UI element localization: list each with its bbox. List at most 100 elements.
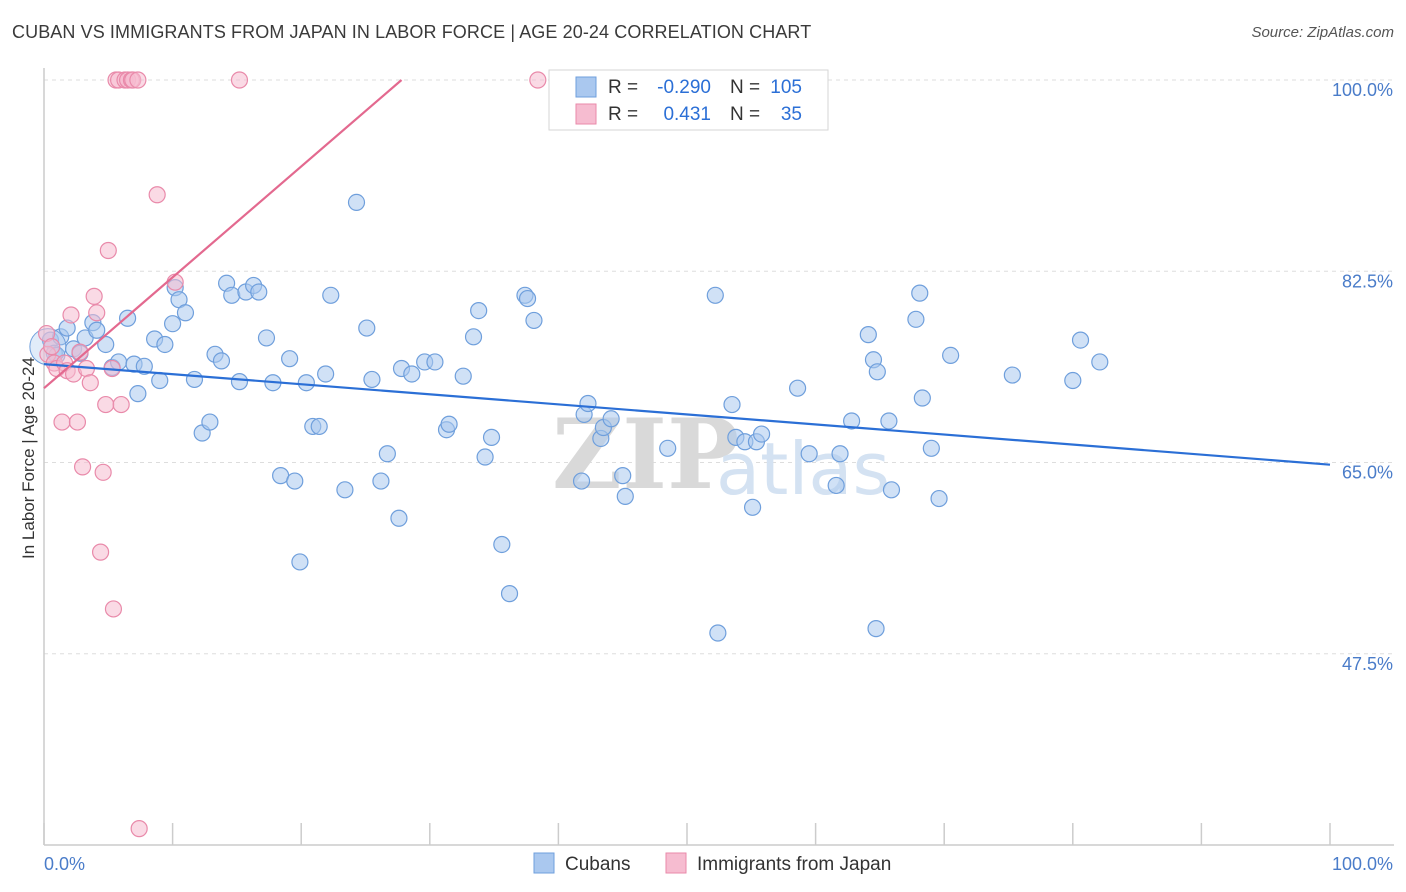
legend-n-value-1: 105 <box>770 77 802 98</box>
point-japan-17 <box>91 543 110 561</box>
y-tick-label-3: 47.5% <box>1342 654 1393 674</box>
point-cubans-43 <box>310 417 328 436</box>
point-cubans-87 <box>800 445 818 463</box>
point-japan-31 <box>130 820 148 838</box>
bottom-legend-label-cubans: Cubans <box>565 854 631 875</box>
point-cubans-62 <box>476 448 494 466</box>
point-cubans-50 <box>372 472 390 490</box>
point-cubans-54 <box>403 365 421 383</box>
point-japan-25 <box>112 395 130 414</box>
point-cubans-26 <box>201 413 219 431</box>
point-cubans-106 <box>1091 353 1109 371</box>
point-japan-11 <box>71 343 89 361</box>
legend-r-value-1: -0.290 <box>657 77 711 98</box>
trendline-cubans <box>43 363 1331 466</box>
legend-r-label-1: R = <box>608 77 638 98</box>
point-cubans-76 <box>616 487 634 505</box>
point-cubans-88 <box>827 476 845 495</box>
x-axis-ticks <box>43 823 1331 845</box>
point-cubans-90 <box>843 412 861 430</box>
y-tick-labels: 100.0% 82.5% 65.0% 47.5% <box>1332 80 1393 674</box>
point-cubans-103 <box>1003 366 1021 384</box>
point-cubans-102 <box>942 346 960 364</box>
point-cubans-77 <box>659 439 677 457</box>
point-japan-10 <box>68 413 87 431</box>
point-cubans-59 <box>454 367 472 385</box>
point-cubans-105 <box>1071 331 1090 349</box>
y-tick-label-0: 100.0% <box>1332 80 1393 100</box>
y-tick-label-2: 65.0% <box>1342 463 1393 483</box>
point-cubans-63 <box>482 428 501 446</box>
bottom-legend-swatch-cubans <box>533 852 555 874</box>
point-cubans-99 <box>913 389 931 407</box>
point-cubans-13 <box>118 309 137 327</box>
point-cubans-30 <box>223 286 241 304</box>
point-cubans-104 <box>1064 371 1082 390</box>
point-japan-35 <box>529 71 547 89</box>
point-japan-19 <box>97 395 115 414</box>
point-japan-22 <box>104 600 123 618</box>
point-cubans-15 <box>129 385 147 403</box>
point-cubans-34 <box>250 283 268 301</box>
point-cubans-97 <box>907 310 925 328</box>
point-japan-2 <box>43 338 61 356</box>
point-cubans-60 <box>464 328 483 346</box>
point-cubans-86 <box>788 379 807 397</box>
point-cubans-95 <box>880 412 898 430</box>
legend-r-label-2: R = <box>608 104 638 125</box>
point-cubans-83 <box>743 498 762 516</box>
point-cubans-79 <box>709 624 727 642</box>
point-cubans-93 <box>868 363 886 381</box>
point-cubans-96 <box>882 481 901 499</box>
point-cubans-46 <box>336 481 354 499</box>
point-cubans-89 <box>831 445 849 463</box>
x-tick-label-min: 0.0% <box>44 854 85 874</box>
point-cubans-56 <box>426 353 444 371</box>
point-cubans-65 <box>500 585 519 603</box>
point-cubans-47 <box>347 193 366 211</box>
point-cubans-91 <box>859 326 877 344</box>
legend-n-value-2: 35 <box>781 104 802 125</box>
point-japan-30 <box>129 71 147 89</box>
point-cubans-61 <box>470 301 488 320</box>
y-axis-label: In Labor Force | Age 20-24 <box>19 357 38 559</box>
point-japan-16 <box>88 304 106 322</box>
point-cubans-67 <box>518 289 537 308</box>
series-japan-points <box>37 71 547 838</box>
legend: R = -0.290 N = 105 R = 0.431 N = 35 <box>548 69 829 131</box>
point-cubans-41 <box>297 374 315 392</box>
bottom-legend-swatch-japan <box>665 852 687 874</box>
point-cubans-51 <box>378 445 396 463</box>
y-tick-label-1: 82.5% <box>1342 271 1393 291</box>
point-cubans-85 <box>752 425 771 443</box>
legend-n-label-2: N = <box>730 104 760 125</box>
point-cubans-45 <box>322 286 340 304</box>
x-tick-label-max: 100.0% <box>1332 854 1393 874</box>
point-cubans-64 <box>493 535 511 554</box>
point-cubans-68 <box>525 311 543 330</box>
bottom-legend-label-japan: Immigrants from Japan <box>697 854 891 875</box>
trendline-japan <box>43 79 403 390</box>
point-japan-15 <box>85 287 103 305</box>
point-cubans-71 <box>579 394 597 413</box>
point-japan-14 <box>81 374 99 392</box>
legend-n-label-1: N = <box>730 77 760 98</box>
point-japan-12 <box>73 458 92 476</box>
point-cubans-19 <box>156 335 174 354</box>
point-cubans-80 <box>723 395 741 414</box>
point-cubans-101 <box>930 489 948 508</box>
point-cubans-23 <box>176 304 195 322</box>
legend-r-value-2: 0.431 <box>663 104 711 125</box>
point-cubans-38 <box>281 350 299 368</box>
point-cubans-44 <box>317 365 335 383</box>
point-cubans-20 <box>164 315 182 333</box>
bottom-legend: Cubans Immigrants from Japan <box>533 852 891 875</box>
point-japan-32 <box>148 186 166 204</box>
legend-swatch-japan <box>575 103 597 125</box>
point-cubans-98 <box>911 284 929 302</box>
point-cubans-35 <box>257 329 276 347</box>
point-cubans-69 <box>572 472 591 490</box>
point-cubans-39 <box>286 472 304 490</box>
point-japan-34 <box>230 71 249 89</box>
